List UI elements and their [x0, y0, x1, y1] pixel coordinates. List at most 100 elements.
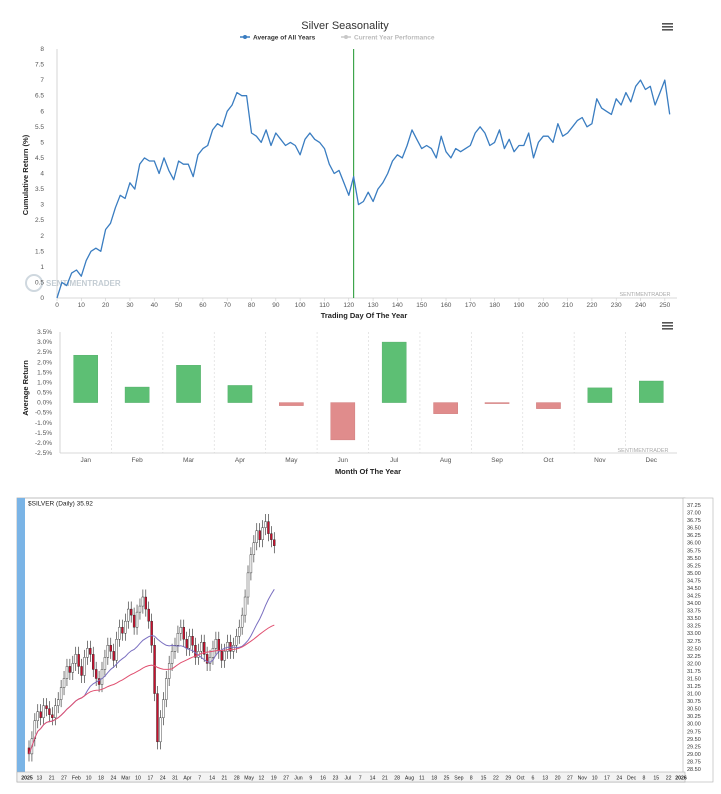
x-tick-label: 250	[659, 302, 670, 309]
date-axis-label: 10	[592, 776, 598, 782]
y-tick-label: 0	[40, 295, 44, 302]
watermark: SENTIMENTRADER	[617, 448, 668, 454]
price-axis-label: 36.50	[687, 526, 701, 532]
candle-body	[202, 642, 206, 655]
series-line-average	[56, 79, 671, 299]
bar-mar[interactable]	[176, 365, 201, 403]
bar-jul[interactable]	[381, 341, 407, 403]
y-tick-label: 6	[40, 108, 44, 115]
silver-price-chart: $SILVER (Daily) 35.92 37.25 37.00 36.75 36.…	[0, 493, 721, 789]
x-tick-label: 210	[562, 302, 573, 309]
x-tick-label: 70	[224, 302, 232, 309]
x-tick-label: 10	[78, 302, 86, 309]
candle-body	[74, 654, 77, 664]
hamburger-menu-icon[interactable]	[662, 23, 673, 31]
price-axis-label: 31.75	[687, 669, 701, 675]
candle-body	[147, 608, 150, 622]
date-axis-label: Aug	[405, 776, 414, 782]
price-axis-label: 29.50	[687, 737, 701, 743]
x-tick-label: 20	[102, 302, 110, 309]
bar-nov[interactable]	[587, 387, 613, 403]
date-axis-label: 25	[444, 776, 450, 782]
price-axis-label: 37.25	[687, 503, 701, 509]
date-axis-label: 29	[505, 776, 511, 782]
date-axis-label: 18	[431, 776, 437, 782]
y-tick-label: -2.0%	[35, 440, 52, 447]
date-axis-label: May	[244, 776, 254, 782]
candle-body	[71, 663, 75, 673]
candle-body	[124, 620, 127, 634]
candle-body	[51, 714, 54, 718]
bar-dec[interactable]	[639, 380, 664, 403]
bar-jan[interactable]	[73, 354, 98, 403]
bar-feb[interactable]	[124, 386, 150, 403]
candle-body	[129, 608, 133, 616]
y-tick-label: 5	[40, 139, 44, 146]
x-tick-label: 50	[175, 302, 183, 309]
date-axis-label: 24	[616, 776, 622, 782]
moving-average-slow	[28, 624, 275, 755]
hamburger-menu-icon[interactable]	[662, 322, 673, 330]
candle-body	[118, 626, 121, 640]
legend-average-label: Average of All Years	[253, 35, 316, 42]
y-tick-label: -2.5%	[35, 450, 52, 457]
candle-body	[138, 605, 142, 613]
price-axis-label: 34.25	[687, 594, 701, 600]
y-tick-label: 1.0%	[37, 379, 52, 386]
date-axis-label: Nov	[578, 776, 588, 782]
bar-may[interactable]	[279, 402, 304, 406]
date-axis-label: Mar	[121, 776, 130, 782]
bar-jun[interactable]	[330, 402, 356, 441]
y-tick-label: 0.5	[35, 279, 44, 286]
candle-body	[261, 527, 264, 540]
price-axis-label: 30.50	[687, 707, 701, 713]
bar-oct[interactable]	[536, 402, 561, 409]
x-tick-label: 170	[465, 302, 476, 309]
price-axis-label: 34.00	[687, 601, 701, 607]
date-axis-label: 16	[320, 776, 326, 782]
x-tick-label: 240	[635, 302, 646, 309]
candle-body	[249, 554, 253, 574]
candle-body	[65, 666, 69, 679]
legend-current-year[interactable]: Current Year Performance	[341, 35, 435, 42]
x-tick-label: 80	[248, 302, 256, 309]
price-axis-label: 31.50	[687, 676, 701, 682]
candle-body	[182, 626, 185, 640]
date-axis-label: 14	[370, 776, 376, 782]
candle-body	[208, 657, 212, 664]
y-tick-label: -1.5%	[35, 430, 52, 437]
price-axis-label: 32.00	[687, 661, 701, 667]
candle-body	[57, 699, 60, 706]
candle-body	[121, 626, 124, 634]
x-tick-label: Oct	[543, 457, 553, 464]
candle-body	[45, 705, 48, 709]
candle-body	[267, 521, 270, 534]
candle-body	[59, 687, 63, 700]
y-tick-label: 2.5	[35, 217, 44, 224]
date-axis-label: 6	[531, 776, 534, 782]
price-axis-label: 32.75	[687, 639, 701, 645]
price-axis-label: 34.75	[687, 578, 701, 584]
date-axis-label: 17	[604, 776, 610, 782]
x-tick-label: 230	[611, 302, 622, 309]
x-tick-label: 180	[489, 302, 500, 309]
date-axis-label: 10	[86, 776, 92, 782]
candle-body	[132, 614, 136, 628]
price-axis-label: 35.75	[687, 548, 701, 554]
date-axis-label: Sep	[454, 776, 463, 782]
legend-average[interactable]: Average of All Years	[240, 35, 316, 42]
candle-body	[170, 651, 174, 664]
bar-aug[interactable]	[433, 402, 458, 414]
candle-body	[144, 596, 148, 610]
bar-apr[interactable]	[227, 385, 253, 403]
candle-body	[159, 717, 162, 743]
price-chart-header: $SILVER (Daily) 35.92	[28, 501, 93, 508]
candle-body	[42, 705, 45, 718]
x-axis-label: Trading Day Of The Year	[321, 311, 408, 320]
price-axis-label: 30.75	[687, 699, 701, 705]
bar-sep[interactable]	[484, 402, 510, 404]
x-tick-label: Jan	[80, 457, 91, 464]
date-axis-label: 15	[481, 776, 487, 782]
y-axis-label: Average Return	[21, 360, 30, 416]
candle-body	[252, 542, 256, 555]
